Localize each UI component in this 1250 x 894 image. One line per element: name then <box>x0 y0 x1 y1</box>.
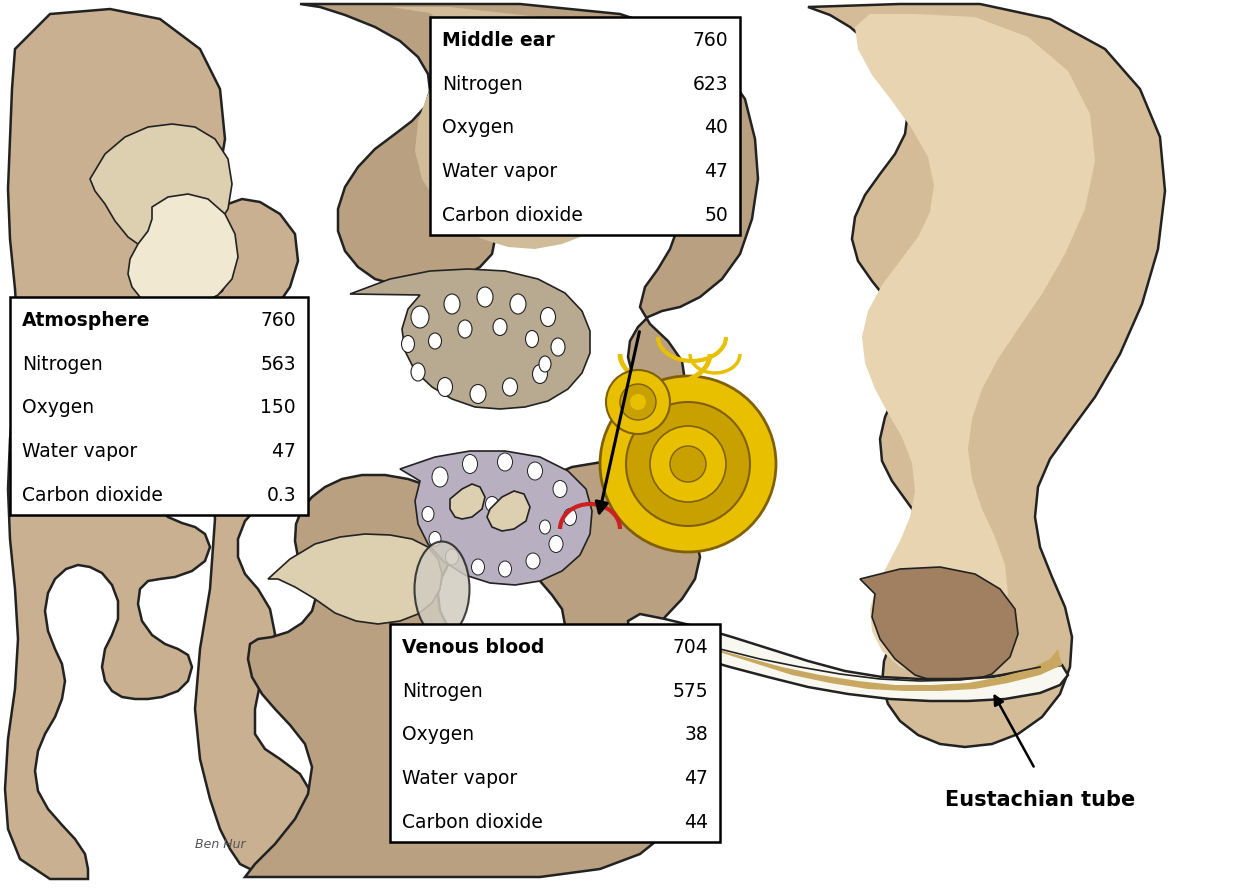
Text: Water vapor: Water vapor <box>442 162 558 181</box>
Polygon shape <box>488 492 530 531</box>
Text: 575: 575 <box>672 681 707 700</box>
Text: Water vapor: Water vapor <box>22 442 138 460</box>
Text: 623: 623 <box>693 75 728 94</box>
Ellipse shape <box>411 307 429 329</box>
Polygon shape <box>90 125 232 255</box>
Text: Nitrogen: Nitrogen <box>402 681 482 700</box>
Polygon shape <box>400 451 592 586</box>
Text: 47: 47 <box>260 442 296 460</box>
Ellipse shape <box>540 520 550 535</box>
Circle shape <box>630 394 646 410</box>
Text: 0.3: 0.3 <box>266 485 296 504</box>
Ellipse shape <box>532 365 548 384</box>
Text: 38: 38 <box>684 724 707 744</box>
Circle shape <box>606 371 670 434</box>
Polygon shape <box>808 5 1165 747</box>
Text: 50: 50 <box>704 206 727 224</box>
Ellipse shape <box>498 453 512 471</box>
Text: 760: 760 <box>260 311 296 330</box>
Ellipse shape <box>411 364 425 382</box>
Text: 704: 704 <box>672 637 707 656</box>
Ellipse shape <box>492 319 508 336</box>
Ellipse shape <box>471 560 485 576</box>
Ellipse shape <box>415 542 470 637</box>
Ellipse shape <box>551 339 565 357</box>
Ellipse shape <box>552 481 568 498</box>
Ellipse shape <box>526 553 540 569</box>
Polygon shape <box>268 535 442 624</box>
Text: Middle ear: Middle ear <box>442 31 555 50</box>
Polygon shape <box>245 5 758 877</box>
Text: 44: 44 <box>684 812 707 831</box>
Circle shape <box>670 446 706 483</box>
FancyBboxPatch shape <box>10 298 308 516</box>
Text: 563: 563 <box>260 354 296 374</box>
Text: Nitrogen: Nitrogen <box>22 354 102 374</box>
Text: Oxygen: Oxygen <box>22 398 94 417</box>
Ellipse shape <box>422 507 434 522</box>
Text: Venous blood: Venous blood <box>402 637 545 656</box>
Polygon shape <box>5 10 320 879</box>
Polygon shape <box>855 15 1095 675</box>
Ellipse shape <box>478 288 492 308</box>
Text: Oxygen: Oxygen <box>442 118 514 137</box>
Text: 40: 40 <box>704 118 727 137</box>
Circle shape <box>650 426 726 502</box>
Polygon shape <box>638 628 1062 691</box>
Ellipse shape <box>485 497 499 512</box>
Polygon shape <box>350 270 590 409</box>
Text: Atmosphere: Atmosphere <box>22 311 150 330</box>
Ellipse shape <box>564 509 576 526</box>
Circle shape <box>626 402 750 527</box>
Text: 47: 47 <box>704 162 727 181</box>
Ellipse shape <box>432 468 447 487</box>
Ellipse shape <box>528 462 542 480</box>
Circle shape <box>600 376 776 552</box>
Text: Ben Hur: Ben Hur <box>195 838 245 850</box>
Polygon shape <box>860 568 1017 683</box>
Ellipse shape <box>499 561 511 578</box>
Text: Carbon dioxide: Carbon dioxide <box>22 485 162 504</box>
Polygon shape <box>330 8 660 249</box>
Ellipse shape <box>540 308 555 327</box>
Ellipse shape <box>470 385 486 404</box>
Text: 47: 47 <box>684 768 707 787</box>
Text: 760: 760 <box>693 31 728 50</box>
Ellipse shape <box>462 455 478 474</box>
Ellipse shape <box>401 336 415 353</box>
Ellipse shape <box>503 378 518 397</box>
Ellipse shape <box>454 501 466 514</box>
Ellipse shape <box>549 536 562 552</box>
Ellipse shape <box>539 357 551 373</box>
FancyBboxPatch shape <box>390 624 720 842</box>
Text: Water vapor: Water vapor <box>402 768 518 787</box>
Polygon shape <box>127 195 238 308</box>
Circle shape <box>620 384 656 420</box>
Polygon shape <box>628 614 1068 701</box>
Ellipse shape <box>444 295 460 315</box>
Text: 150: 150 <box>260 398 296 417</box>
Text: Nitrogen: Nitrogen <box>442 75 522 94</box>
Polygon shape <box>450 485 485 519</box>
Ellipse shape <box>525 331 539 348</box>
Ellipse shape <box>438 378 452 397</box>
Text: Carbon dioxide: Carbon dioxide <box>442 206 582 224</box>
Text: Oxygen: Oxygen <box>402 724 474 744</box>
Ellipse shape <box>445 550 459 565</box>
Text: Eustachian tube: Eustachian tube <box>945 789 1135 809</box>
Ellipse shape <box>429 532 441 547</box>
Ellipse shape <box>510 295 526 315</box>
Ellipse shape <box>429 333 441 350</box>
Text: Carbon dioxide: Carbon dioxide <box>402 812 542 831</box>
Ellipse shape <box>516 504 528 519</box>
FancyBboxPatch shape <box>430 18 740 236</box>
Ellipse shape <box>458 321 472 339</box>
